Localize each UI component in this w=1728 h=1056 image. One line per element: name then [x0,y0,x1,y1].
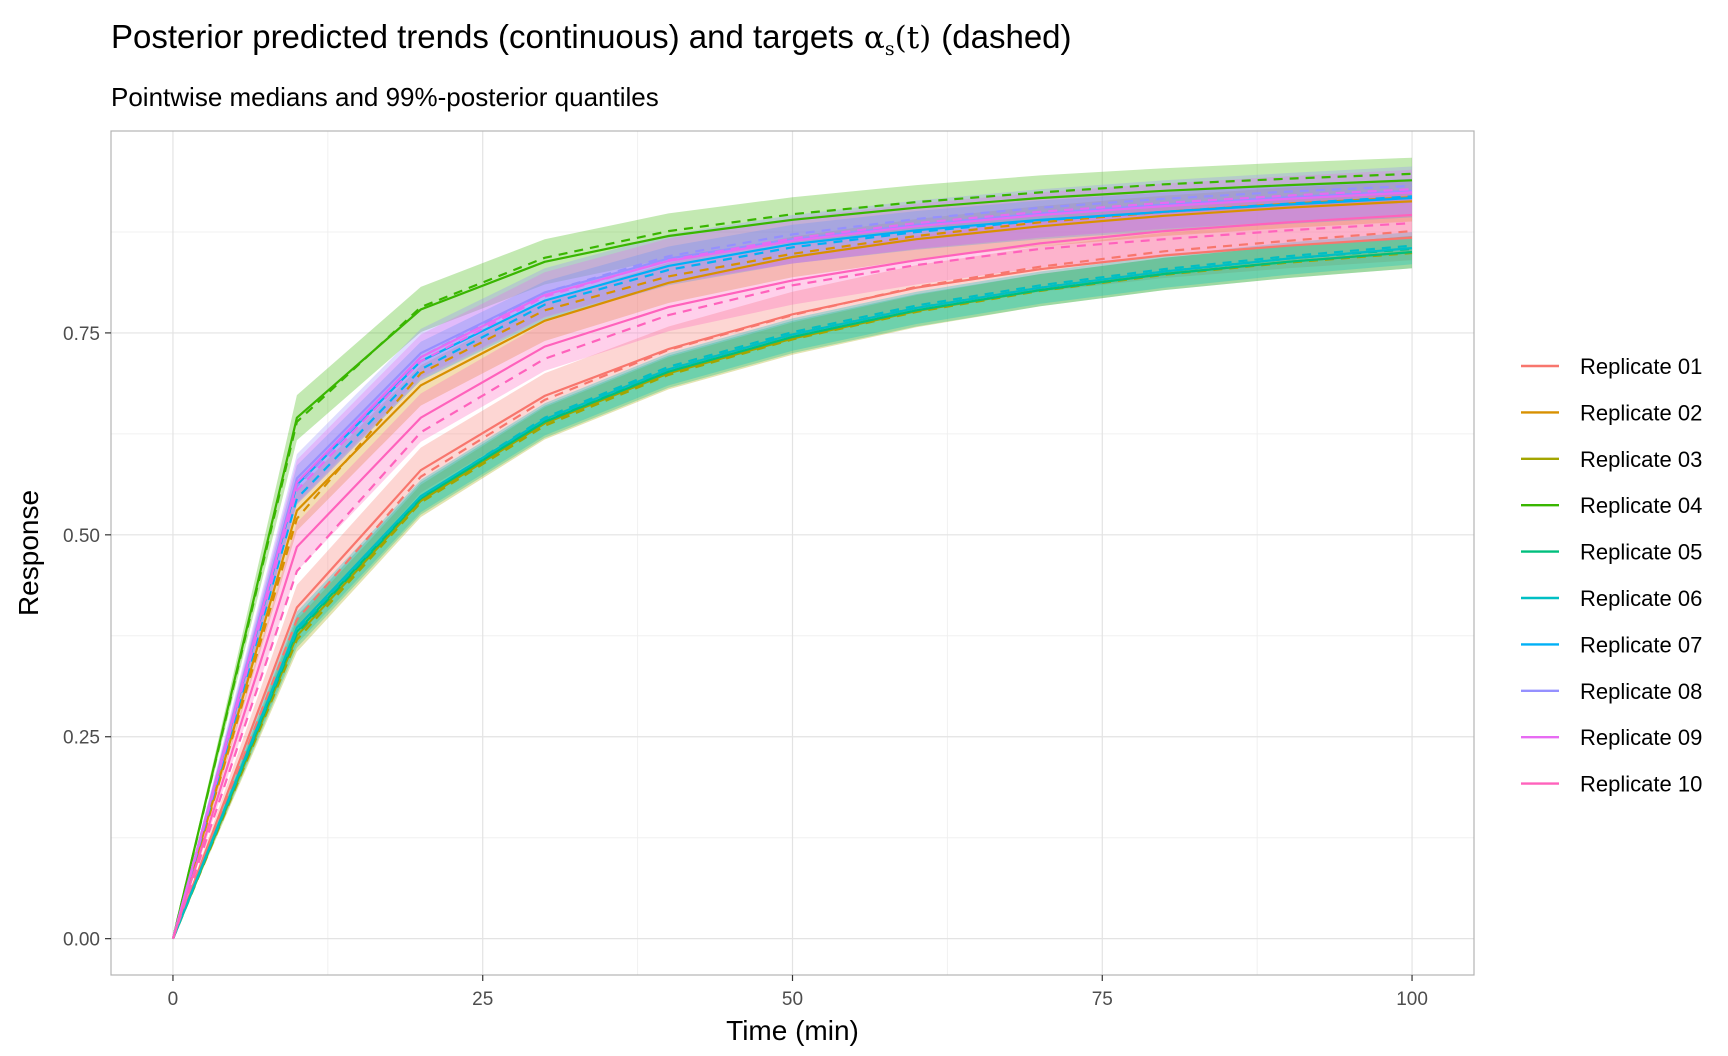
credible-bands [173,157,1412,939]
legend-label-replicate-9: Replicate 09 [1580,725,1702,750]
axes: 0 25 50 75 100 0.00 0.25 0.50 0.75 Time (min) Resp… [13,324,1428,1046]
band-replicate-10 [173,190,1412,939]
legend-item-replicate-3: Replicate 03 [1521,447,1702,472]
legend-item-replicate-9: Replicate 09 [1521,725,1702,750]
chart-title-prefix: Posterior predicted trends (continuous) … [111,18,854,55]
median-line-replicate-4 [171,179,1413,939]
legend-label-replicate-2: Replicate 02 [1580,400,1702,425]
legend-item-replicate-8: Replicate 08 [1521,679,1702,704]
target-line-replicate-8 [171,184,1413,939]
target-line-replicate-9 [171,188,1413,939]
legend-item-replicate-1: Replicate 01 [1521,354,1702,379]
title-math: αs(t) [863,20,932,61]
median-line-replicate-1 [171,236,1413,940]
x-tick-label: 75 [1092,989,1113,1010]
x-tick-label: 25 [472,989,493,1010]
band-replicate-2 [173,181,1412,939]
y-tick-label: 0.50 [63,526,100,547]
legend-label-replicate-1: Replicate 01 [1580,354,1702,379]
legend-label-replicate-5: Replicate 05 [1580,540,1702,565]
target-line-replicate-10 [171,222,1413,940]
target-line-replicate-1 [171,230,1413,940]
legend-label-replicate-7: Replicate 07 [1580,632,1702,657]
legend-label-replicate-4: Replicate 04 [1580,493,1702,518]
chart-title: Posterior predicted trends (continuous) … [111,18,1072,60]
legend-item-replicate-6: Replicate 06 [1521,586,1702,611]
target-line-replicate-2 [171,196,1413,940]
legend-label-replicate-8: Replicate 08 [1580,679,1702,704]
chart-title-suffix: (dashed) [941,18,1072,55]
y-tick-label: 0.00 [63,930,100,951]
x-axis-title: Time (min) [726,1015,859,1046]
legend-item-replicate-2: Replicate 02 [1521,400,1702,425]
median-line-replicate-7 [171,196,1413,939]
x-tick-label: 50 [782,989,803,1010]
median-line-replicate-6 [171,247,1413,940]
x-tick-label: 0 [168,989,179,1010]
median-line-replicate-8 [171,189,1413,939]
legend-label-replicate-10: Replicate 10 [1580,772,1702,797]
median-line-replicate-9 [171,191,1413,939]
x-tick-label: 100 [1396,989,1428,1010]
legend-item-replicate-5: Replicate 05 [1521,540,1702,565]
legend: Replicate 01 Replicate 02 Replicate 03 Repl… [1521,354,1702,797]
y-tick-label: 0.25 [63,728,100,749]
chart-subtitle: Pointwise medians and 99%-posterior quan… [111,82,659,112]
grid-major [111,131,1474,975]
median-line-replicate-2 [171,200,1413,940]
legend-item-replicate-7: Replicate 07 [1521,632,1702,657]
legend-item-replicate-10: Replicate 10 [1521,772,1702,797]
median-line-replicate-10 [171,213,1413,940]
legend-label-replicate-6: Replicate 06 [1580,586,1702,611]
y-axis-title: Response [13,490,44,616]
legend-label-replicate-3: Replicate 03 [1580,447,1702,472]
series-lines [171,172,1413,940]
legend-item-replicate-4: Replicate 04 [1521,493,1702,518]
y-tick-label: 0.75 [63,324,100,345]
